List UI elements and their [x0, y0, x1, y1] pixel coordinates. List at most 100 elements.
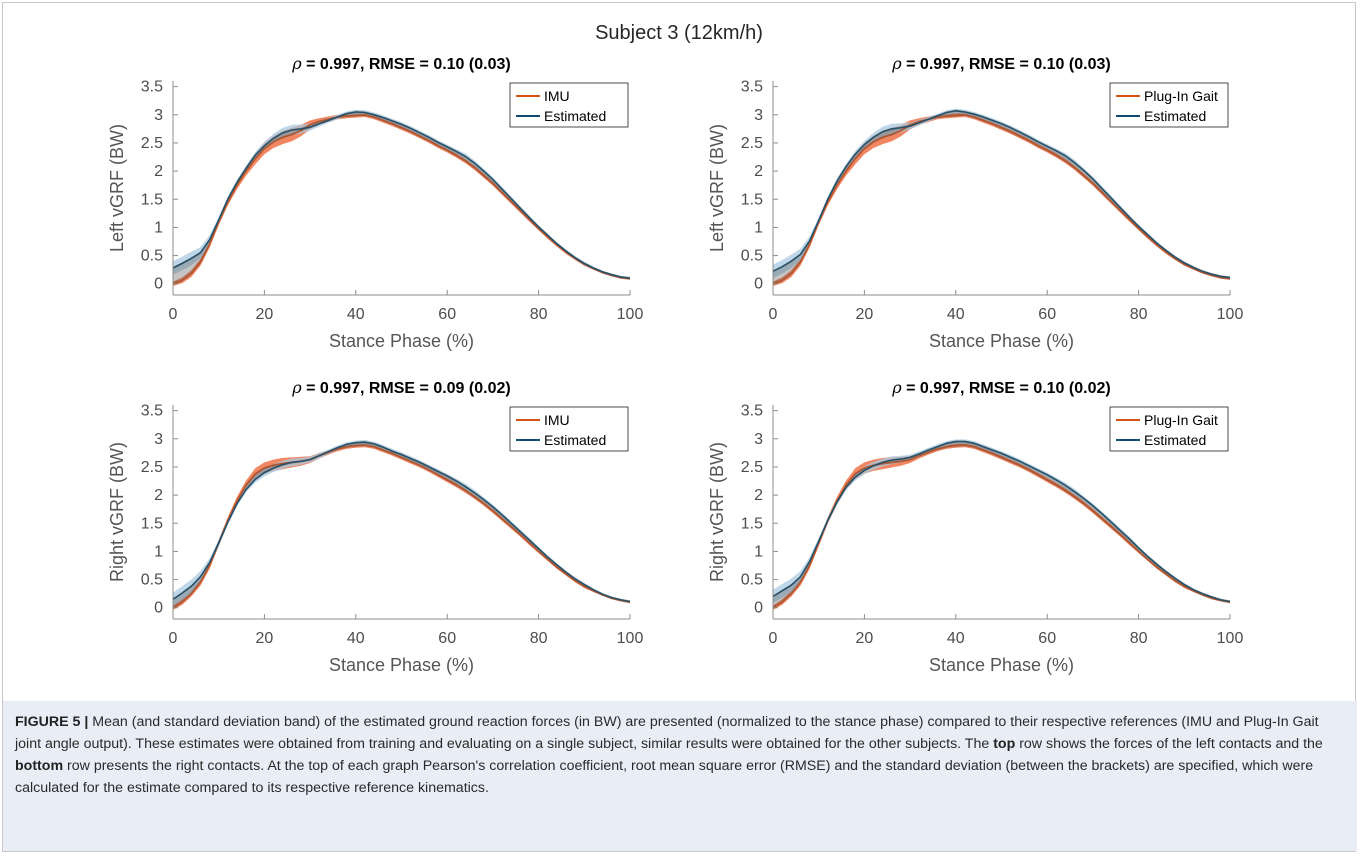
legend: Plug-In Gait Estimated	[1109, 82, 1229, 128]
reference-sd-band	[773, 442, 1230, 610]
legend: IMU Estimated	[509, 82, 629, 128]
y-axis-label: Right vGRF (BW)	[107, 442, 127, 582]
plot-panel-bottom-right: ρ = 0.997, RMSE = 0.10 (0.02) 0 20 40 60 80 10…	[707, 378, 1243, 675]
legend-label: Estimated	[544, 108, 606, 124]
panel-title-text: = 0.997, RMSE = 0.10 (0.03)	[902, 56, 1111, 73]
legend-box	[509, 406, 629, 452]
x-tick-label: 60	[1038, 630, 1056, 647]
plot-panel-bottom-left: ρ = 0.997, RMSE = 0.09 (0.02)0 20 40 60 80 10…	[107, 378, 643, 675]
panel-title-text: = 0.997, RMSE = 0.10 (0.02)	[902, 380, 1111, 397]
reference-mean-line	[172, 113, 631, 285]
panel-title-text: = 0.997, RMSE = 0.10 (0.03)	[302, 56, 511, 73]
y-tick-label: 2	[154, 163, 163, 180]
x-tick-label: 80	[530, 306, 548, 323]
y-tick-label: 2	[754, 163, 763, 180]
panel-title-symbol: ρ	[891, 378, 902, 397]
y-tick-label: 2.5	[741, 135, 763, 152]
overlap-band	[773, 109, 1230, 285]
panel-title-symbol: ρ	[291, 54, 302, 73]
reference-mean-line	[772, 444, 1231, 609]
y-tick-label: 1	[154, 219, 163, 236]
panel-title-symbol: ρ	[891, 54, 902, 73]
y-tick-label: 3.5	[741, 403, 763, 420]
x-tick-label: 100	[1217, 306, 1244, 323]
estimated-mean-line	[172, 441, 631, 603]
y-tick-label: 2.5	[141, 135, 163, 152]
x-tick-label: 20	[256, 630, 274, 647]
estimated-sd-band	[773, 108, 1230, 279]
x-tick-label: 80	[1130, 306, 1148, 323]
y-tick-label: 3.5	[141, 79, 163, 96]
legend-label: Estimated	[544, 432, 606, 448]
caption-bold-top: top	[993, 736, 1016, 752]
y-tick-label: 2.5	[741, 459, 763, 476]
x-tick-label: 20	[256, 306, 274, 323]
x-tick-label: 0	[169, 306, 178, 323]
reference-sd-band	[773, 112, 1230, 286]
y-tick-label: 2.5	[141, 459, 163, 476]
panel-title: ρ = 0.997, RMSE = 0.10 (0.03)	[891, 54, 1110, 73]
y-tick-label: 3	[154, 431, 163, 448]
x-tick-label: 100	[1217, 630, 1244, 647]
figure-caption: FIGURE 5 | Mean (and standard deviation …	[3, 701, 1357, 851]
estimated-sd-band	[773, 439, 1230, 604]
legend-label: IMU	[544, 88, 570, 104]
y-tick-label: 0.5	[141, 248, 163, 265]
plot-panel-top-right: ρ = 0.997, RMSE = 0.10 (0.03)0 20 40 60 80 10…	[707, 54, 1243, 351]
y-axis-label: Left vGRF (BW)	[107, 124, 127, 252]
x-tick-label: 60	[438, 306, 456, 323]
x-axis-label: Stance Phase (%)	[929, 331, 1074, 351]
panel-title: ρ = 0.997, RMSE = 0.09 (0.02)	[291, 378, 510, 397]
y-tick-label: 1.5	[141, 515, 163, 532]
y-tick-label: 0	[154, 276, 163, 293]
y-tick-label: 1	[754, 219, 763, 236]
figure-canvas: Subject 3 (12km/h) ρ = 0.997, RMSE = 0.1…	[107, 22, 1243, 675]
legend-label: Plug-In Gait	[1144, 412, 1218, 428]
x-tick-label: 0	[769, 306, 778, 323]
legend-box	[509, 82, 629, 128]
overlap-band	[173, 441, 630, 609]
y-tick-label: 3	[754, 107, 763, 124]
reference-sd-band	[173, 112, 630, 286]
y-tick-label: 3.5	[741, 79, 763, 96]
x-tick-label: 100	[617, 306, 644, 323]
y-tick-label: 0.5	[741, 572, 763, 589]
x-tick-label: 60	[438, 630, 456, 647]
y-tick-label: 2	[154, 487, 163, 504]
legend-label: IMU	[544, 412, 570, 428]
y-tick-label: 1.5	[141, 191, 163, 208]
legend-label: Estimated	[1144, 432, 1206, 448]
caption-text-3: row presents the right contacts. At the …	[15, 758, 1314, 796]
overlap-band	[773, 440, 1230, 609]
reference-mean-line	[772, 113, 1231, 285]
caption-bold-bottom: bottom	[15, 758, 64, 774]
x-tick-label: 40	[947, 306, 965, 323]
legend-label: Plug-In Gait	[1144, 88, 1218, 104]
y-axis-label: Left vGRF (BW)	[707, 124, 727, 252]
panel-title-text: = 0.997, RMSE = 0.09 (0.02)	[302, 380, 511, 397]
caption-text-2: row shows the forces of the left contact…	[1015, 736, 1323, 752]
caption-label: FIGURE 5 |	[15, 714, 89, 730]
x-tick-label: 80	[1130, 630, 1148, 647]
x-tick-label: 0	[769, 630, 778, 647]
y-tick-label: 1.5	[741, 515, 763, 532]
y-tick-label: 1	[154, 543, 163, 560]
y-tick-label: 0	[154, 600, 163, 617]
x-axis-label: Stance Phase (%)	[929, 655, 1074, 675]
legend: Plug-In Gait Estimated	[1109, 406, 1229, 452]
panel-title: ρ = 0.997, RMSE = 0.10 (0.03)	[291, 54, 510, 73]
x-tick-label: 40	[947, 630, 965, 647]
y-tick-label: 0	[754, 600, 763, 617]
legend: IMU Estimated	[509, 406, 629, 452]
y-tick-label: 0	[754, 276, 763, 293]
panel-title-symbol: ρ	[291, 378, 302, 397]
y-tick-label: 3	[154, 107, 163, 124]
x-tick-label: 20	[856, 630, 874, 647]
x-tick-label: 100	[617, 630, 644, 647]
y-axis-label: Right vGRF (BW)	[707, 442, 727, 582]
x-tick-label: 40	[347, 630, 365, 647]
x-axis-label: Stance Phase (%)	[329, 331, 474, 351]
figure-suptitle: Subject 3 (12km/h)	[595, 22, 763, 44]
overlap-band	[173, 110, 630, 285]
